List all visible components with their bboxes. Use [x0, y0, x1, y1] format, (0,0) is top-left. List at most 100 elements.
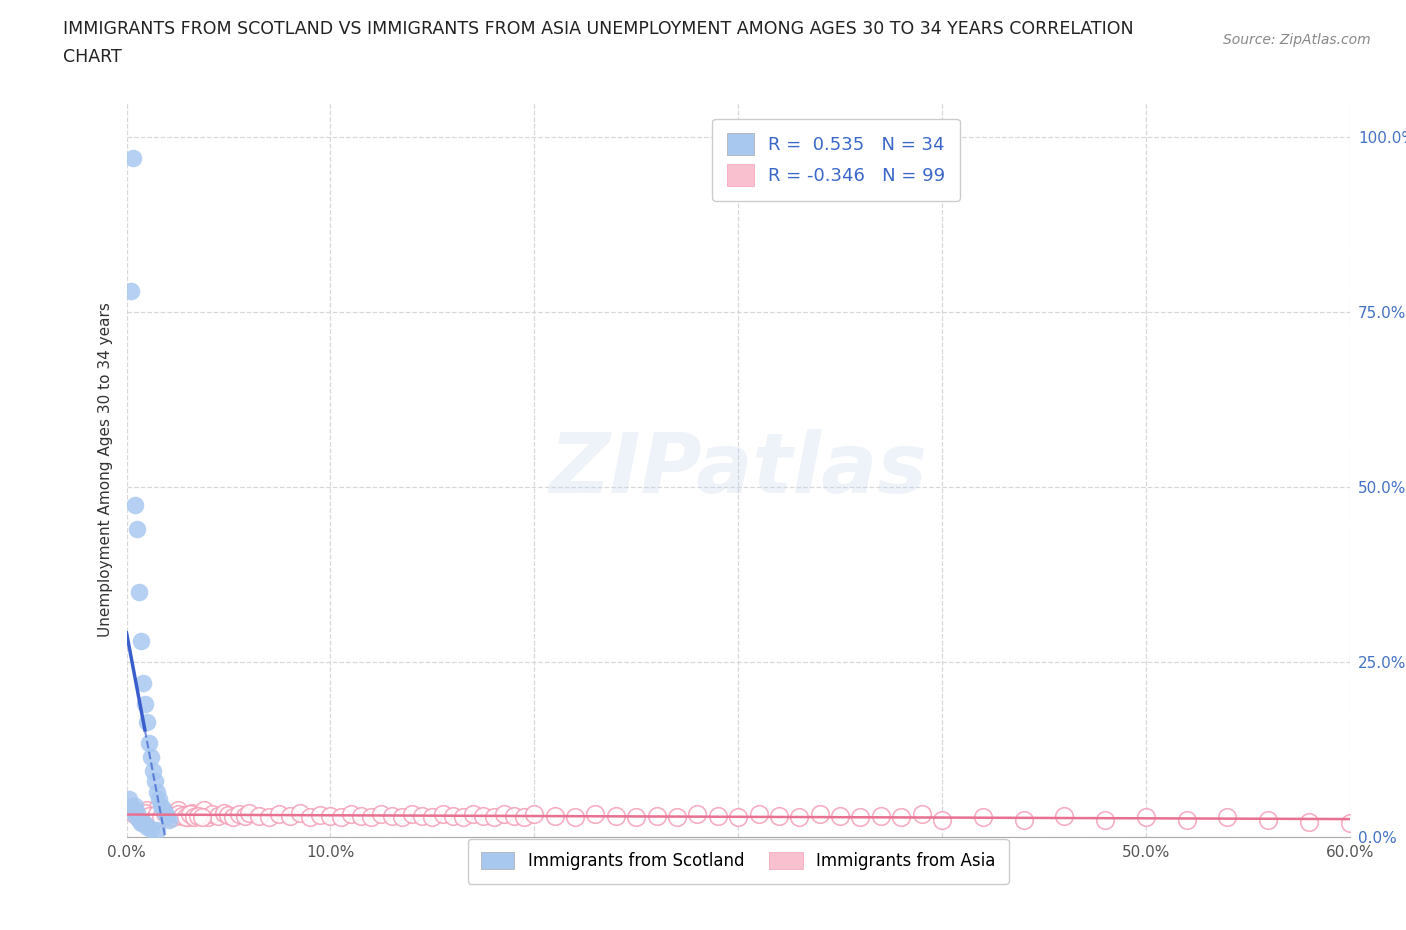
Point: [269, 806, 291, 821]
Point: [585, 806, 607, 821]
Point: [513, 810, 536, 825]
Point: [686, 806, 709, 821]
Legend: Immigrants from Scotland, Immigrants from Asia: Immigrants from Scotland, Immigrants fro…: [468, 839, 1008, 884]
Point: [148, 791, 170, 806]
Point: [748, 806, 770, 821]
Point: [319, 808, 342, 823]
Point: [125, 805, 148, 820]
Point: [138, 808, 160, 823]
Point: [666, 810, 689, 825]
Point: [441, 808, 464, 823]
Point: [139, 749, 162, 764]
Point: [1012, 812, 1035, 827]
Text: Source: ZipAtlas.com: Source: ZipAtlas.com: [1223, 33, 1371, 46]
Point: [120, 798, 142, 813]
Point: [259, 810, 281, 825]
Point: [380, 808, 404, 823]
Point: [117, 791, 139, 806]
Point: [350, 808, 373, 823]
Point: [129, 633, 152, 648]
Point: [134, 805, 156, 820]
Point: [461, 806, 484, 821]
Text: IMMIGRANTS FROM SCOTLAND VS IMMIGRANTS FROM ASIA UNEMPLOYMENT AMONG AGES 30 TO 3: IMMIGRANTS FROM SCOTLAND VS IMMIGRANTS F…: [63, 20, 1133, 38]
Point: [121, 805, 143, 820]
Point: [1257, 812, 1279, 827]
Point: [170, 808, 193, 823]
Point: [121, 151, 143, 166]
Point: [120, 284, 142, 299]
Point: [543, 808, 565, 823]
Point: [564, 810, 586, 825]
Point: [132, 816, 155, 830]
Point: [125, 522, 148, 537]
Point: [155, 805, 177, 820]
Point: [121, 803, 143, 817]
Point: [247, 808, 270, 823]
Point: [869, 808, 891, 823]
Point: [197, 810, 219, 825]
Point: [156, 805, 179, 820]
Point: [157, 812, 180, 827]
Point: [370, 806, 392, 821]
Point: [451, 810, 474, 825]
Point: [931, 812, 953, 827]
Point: [179, 806, 201, 821]
Text: CHART: CHART: [63, 48, 122, 66]
Point: [1216, 810, 1239, 825]
Point: [727, 810, 749, 825]
Point: [401, 806, 423, 821]
Point: [160, 808, 183, 823]
Point: [124, 498, 146, 512]
Point: [1135, 810, 1157, 825]
Point: [134, 817, 156, 831]
Point: [166, 803, 188, 817]
Point: [191, 810, 214, 825]
Point: [152, 810, 174, 825]
Point: [173, 807, 195, 822]
Point: [121, 802, 143, 817]
Point: [157, 808, 180, 823]
Point: [706, 808, 728, 823]
Point: [391, 810, 413, 825]
Point: [139, 807, 162, 822]
Point: [278, 808, 301, 823]
Point: [142, 764, 165, 778]
Point: [911, 806, 934, 821]
Point: [849, 810, 872, 825]
Point: [288, 805, 311, 820]
Point: [162, 810, 184, 825]
Point: [329, 810, 352, 825]
Point: [146, 806, 169, 821]
Point: [238, 805, 260, 820]
Point: [156, 808, 179, 823]
Point: [233, 808, 256, 823]
Point: [146, 802, 169, 817]
Point: [472, 808, 495, 823]
Point: [187, 808, 209, 823]
Point: [174, 810, 197, 825]
Point: [221, 810, 243, 825]
Point: [132, 675, 155, 690]
Point: [143, 774, 166, 789]
Point: [155, 805, 177, 820]
Point: [183, 810, 205, 825]
Point: [135, 803, 157, 817]
Point: [492, 806, 515, 821]
Point: [138, 735, 160, 750]
Point: [626, 810, 648, 825]
Point: [217, 807, 239, 822]
Point: [360, 810, 382, 825]
Point: [768, 808, 790, 823]
Point: [1298, 814, 1320, 829]
Point: [228, 806, 250, 821]
Point: [422, 810, 444, 825]
Point: [605, 808, 627, 823]
Point: [645, 808, 668, 823]
Text: ZIPatlas: ZIPatlas: [550, 429, 927, 511]
Point: [207, 808, 229, 823]
Point: [411, 808, 433, 823]
Point: [132, 808, 155, 823]
Point: [135, 714, 157, 729]
Point: [503, 808, 526, 823]
Point: [340, 806, 363, 821]
